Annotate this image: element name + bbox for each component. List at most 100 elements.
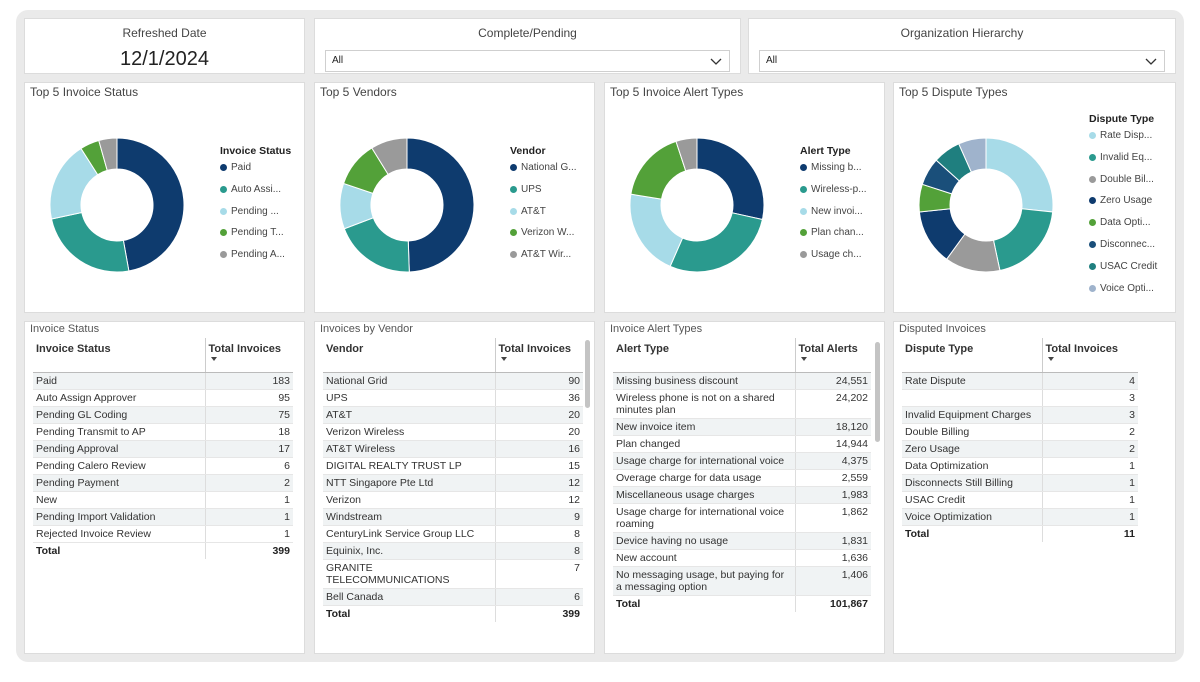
legend-item[interactable]: AT&T Wir...: [510, 249, 577, 271]
table-row[interactable]: Invalid Equipment Charges 3: [902, 406, 1138, 424]
sort-descending-icon[interactable]: [210, 357, 217, 361]
vendors-donut[interactable]: [337, 127, 477, 283]
table-row[interactable]: Pending Transmit to AP 18: [33, 423, 293, 441]
donut-slice[interactable]: [696, 137, 765, 221]
legend-item[interactable]: Data Opti...: [1089, 217, 1157, 239]
donut-slice[interactable]: [675, 137, 698, 172]
legend-item[interactable]: Wireless-p...: [800, 184, 867, 206]
donut-slice[interactable]: [669, 212, 763, 273]
legend-item[interactable]: New invoi...: [800, 206, 867, 228]
chevron-down-icon[interactable]: [1144, 54, 1158, 68]
column-header-total[interactable]: Total Invoices: [494, 338, 583, 373]
table-row[interactable]: Windstream 9: [323, 508, 583, 526]
table-row[interactable]: Paid 183: [33, 372, 293, 390]
vendor-table-scrollbar[interactable]: [585, 340, 590, 408]
table-row[interactable]: AT&T Wireless 16: [323, 440, 583, 458]
donut-slice[interactable]: [343, 217, 410, 273]
legend-item[interactable]: National G...: [510, 162, 577, 184]
dispute-types-donut[interactable]: [916, 127, 1056, 283]
table-row[interactable]: Auto Assign Approver 95: [33, 389, 293, 407]
legend-item[interactable]: AT&T: [510, 206, 577, 228]
table-row[interactable]: New account 1,636: [613, 549, 871, 567]
donut-slice[interactable]: [406, 137, 475, 273]
alert-types-donut[interactable]: [627, 127, 767, 283]
alert-table-scrollbar[interactable]: [875, 342, 880, 442]
table-row[interactable]: New 1: [33, 491, 293, 509]
donut-slice[interactable]: [98, 137, 118, 171]
table-row[interactable]: Pending Payment 2: [33, 474, 293, 492]
table-row[interactable]: New invoice item 18,120: [613, 418, 871, 436]
legend-item[interactable]: Plan chan...: [800, 227, 867, 249]
column-header-name[interactable]: Vendor: [323, 338, 495, 373]
column-header-name[interactable]: Invoice Status: [33, 338, 205, 373]
donut-slice[interactable]: [116, 137, 185, 272]
table-row[interactable]: Equinix, Inc. 8: [323, 542, 583, 560]
donut-slice[interactable]: [985, 137, 1054, 213]
table-row[interactable]: Zero Usage 2: [902, 440, 1138, 458]
legend-item[interactable]: Auto Assi...: [220, 184, 291, 206]
table-row[interactable]: CenturyLink Service Group LLC 8: [323, 525, 583, 543]
table-row[interactable]: Voice Optimization 1: [902, 508, 1138, 526]
table-row[interactable]: Verizon Wireless 20: [323, 423, 583, 441]
donut-slice[interactable]: [992, 208, 1054, 272]
column-header-total[interactable]: Total Alerts: [794, 338, 871, 373]
table-row[interactable]: Rate Dispute 4: [902, 372, 1138, 390]
table-row[interactable]: Plan changed 14,944: [613, 435, 871, 453]
legend-item[interactable]: Usage ch...: [800, 249, 867, 271]
legend-item[interactable]: Pending ...: [220, 206, 291, 228]
table-row[interactable]: Miscellaneous usage charges 1,983: [613, 486, 871, 504]
table-row[interactable]: Device having no usage 1,831: [613, 532, 871, 550]
legend-item[interactable]: Pending T...: [220, 227, 291, 249]
table-row[interactable]: Data Optimization 1: [902, 457, 1138, 475]
legend-item[interactable]: Voice Opti...: [1089, 283, 1157, 305]
table-row[interactable]: Overage charge for data usage 2,559: [613, 469, 871, 487]
legend-item[interactable]: USAC Credit: [1089, 261, 1157, 283]
legend-item[interactable]: Missing b...: [800, 162, 867, 184]
invoice-status-donut[interactable]: [47, 127, 187, 283]
table-row[interactable]: Pending Approval 17: [33, 440, 293, 458]
legend-item[interactable]: Zero Usage: [1089, 195, 1157, 217]
legend-item[interactable]: UPS: [510, 184, 577, 206]
column-header-name[interactable]: Dispute Type: [902, 338, 1042, 373]
table-row[interactable]: Disconnects Still Billing 1: [902, 474, 1138, 492]
org-hierarchy-dropdown[interactable]: All: [759, 50, 1165, 72]
legend-item[interactable]: Double Bil...: [1089, 174, 1157, 196]
sort-descending-icon[interactable]: [500, 357, 507, 361]
table-row[interactable]: GRANITE TELECOMMUNICATIONS 7: [323, 559, 583, 589]
column-header-total[interactable]: Total Invoices: [1041, 338, 1138, 373]
donut-slice[interactable]: [958, 137, 987, 173]
donut-slice[interactable]: [371, 137, 408, 176]
table-row[interactable]: Pending Import Validation 1: [33, 508, 293, 526]
table-row[interactable]: AT&T 20: [323, 406, 583, 424]
table-row[interactable]: Missing business discount 24,551: [613, 372, 871, 390]
table-row[interactable]: UPS 36: [323, 389, 583, 407]
table-row[interactable]: No messaging usage, but paying for a mes…: [613, 566, 871, 596]
legend-item[interactable]: Disconnec...: [1089, 239, 1157, 261]
table-row[interactable]: Bell Canada 6: [323, 588, 583, 606]
table-row[interactable]: Pending GL Coding 75: [33, 406, 293, 424]
table-row[interactable]: Usage charge for international voice 4,37…: [613, 452, 871, 470]
legend-item[interactable]: Invalid Eq...: [1089, 152, 1157, 174]
table-row[interactable]: DIGITAL REALTY TRUST LP 15: [323, 457, 583, 475]
legend-item[interactable]: Paid: [220, 162, 291, 184]
legend-item[interactable]: Pending A...: [220, 249, 291, 271]
table-row[interactable]: 3: [902, 389, 1138, 407]
donut-slice[interactable]: [630, 140, 687, 200]
legend-item[interactable]: Verizon W...: [510, 227, 577, 249]
legend-item[interactable]: Rate Disp...: [1089, 130, 1157, 152]
chevron-down-icon[interactable]: [709, 54, 723, 68]
table-row[interactable]: Pending Calero Review 6: [33, 457, 293, 475]
table-row[interactable]: Wireless phone is not on a shared minute…: [613, 389, 871, 419]
table-row[interactable]: National Grid 90: [323, 372, 583, 390]
table-row[interactable]: Verizon 12: [323, 491, 583, 509]
table-row[interactable]: USAC Credit 1: [902, 491, 1138, 509]
donut-slice[interactable]: [50, 211, 130, 273]
sort-descending-icon[interactable]: [1047, 357, 1054, 361]
donut-slice[interactable]: [629, 193, 684, 268]
complete-pending-dropdown[interactable]: All: [325, 50, 730, 72]
column-header-total[interactable]: Total Invoices: [204, 338, 293, 373]
table-row[interactable]: Usage charge for international voice roa…: [613, 503, 871, 533]
table-row[interactable]: Double Billing 2: [902, 423, 1138, 441]
table-row[interactable]: NTT Singapore Pte Ltd 12: [323, 474, 583, 492]
table-row[interactable]: Rejected Invoice Review 1: [33, 525, 293, 543]
